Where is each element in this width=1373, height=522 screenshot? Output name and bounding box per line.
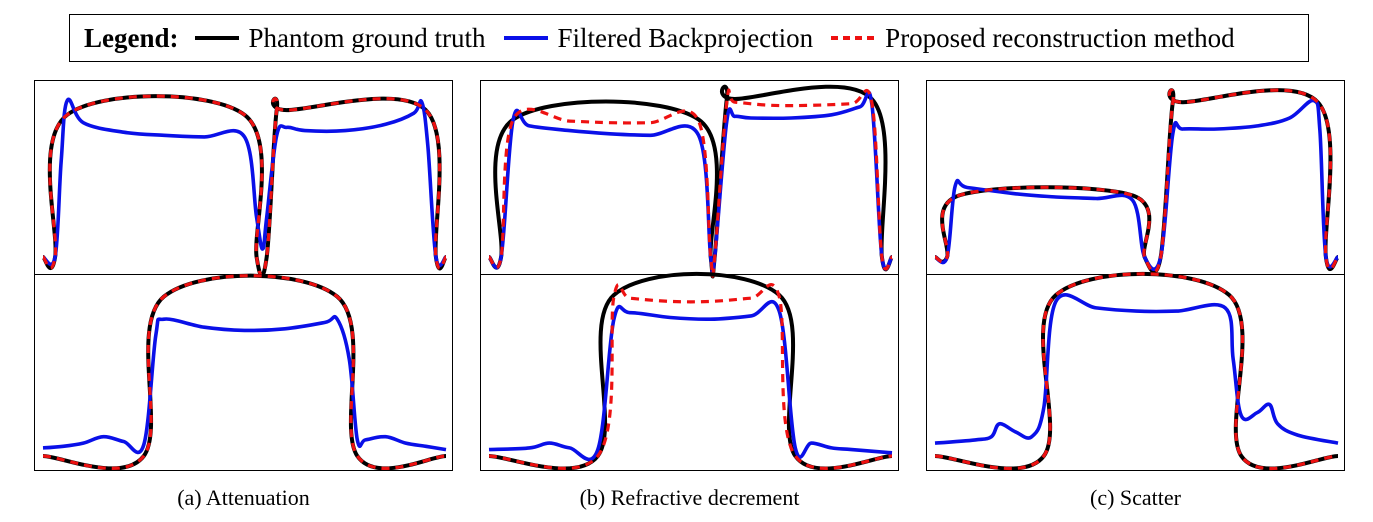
series-line-proposed-reconstruction-method-c-top bbox=[934, 88, 1340, 274]
legend-swatch-fbp bbox=[503, 36, 548, 40]
legend-entry-fbp: Filtered Backprojection bbox=[503, 22, 814, 54]
series-line-phantom-ground-truth-c-top bbox=[934, 88, 1340, 274]
legend-box: Legend: Phantom ground truth Filtered Ba… bbox=[69, 14, 1309, 62]
legend-swatch-proposed bbox=[831, 36, 876, 40]
series-line-phantom-ground-truth-c-bottom bbox=[934, 271, 1339, 471]
legend-swatch-truth bbox=[194, 36, 239, 40]
legend-label-truth: Phantom ground truth bbox=[248, 22, 486, 53]
legend-label-fbp: Filtered Backprojection bbox=[557, 22, 814, 53]
series-line-proposed-reconstruction-method-a-top bbox=[41, 94, 448, 278]
series-line-filtered-backprojection-c-bottom bbox=[934, 293, 1339, 445]
series-line-filtered-backprojection-c-top bbox=[934, 98, 1340, 271]
plot-area-b bbox=[487, 84, 894, 471]
legend-label-proposed: Proposed reconstruction method bbox=[885, 22, 1235, 53]
series-line-phantom-ground-truth-b-bottom bbox=[488, 271, 893, 471]
panel-attenuation bbox=[34, 80, 453, 471]
series-line-filtered-backprojection-b-bottom bbox=[488, 299, 893, 462]
panel-refractive-decrement bbox=[480, 80, 899, 471]
caption-scatter: (c) Scatter bbox=[1090, 485, 1181, 510]
plot-area-c bbox=[934, 88, 1340, 471]
caption-attenuation: (a) Attenuation bbox=[177, 485, 310, 510]
legend-entry-truth: Phantom ground truth bbox=[194, 22, 486, 54]
series-line-phantom-ground-truth-a-bottom bbox=[42, 273, 447, 471]
series-line-proposed-reconstruction-method-a-bottom bbox=[42, 274, 447, 470]
series-line-proposed-reconstruction-method-b-top bbox=[487, 88, 894, 278]
caption-refractive-decrement: (b) Refractive decrement bbox=[579, 485, 800, 510]
legend-entry-proposed: Proposed reconstruction method bbox=[831, 22, 1235, 54]
panel-scatter bbox=[926, 80, 1345, 471]
series-line-proposed-reconstruction-method-b-bottom bbox=[488, 282, 893, 470]
series-line-filtered-backprojection-a-bottom bbox=[42, 314, 447, 455]
legend-title: Legend: bbox=[84, 22, 179, 53]
series-line-filtered-backprojection-a-top bbox=[41, 97, 448, 268]
plot-area-a bbox=[41, 94, 448, 471]
series-line-filtered-backprojection-b-top bbox=[487, 90, 894, 276]
series-line-proposed-reconstruction-method-c-bottom bbox=[934, 272, 1339, 471]
